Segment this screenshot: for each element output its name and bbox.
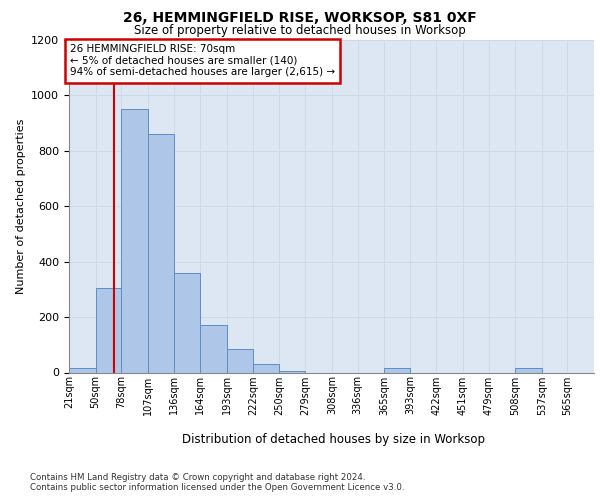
Bar [253, 364, 279, 372]
Bar [200, 326, 227, 372]
Bar [384, 368, 410, 372]
Bar [148, 134, 175, 372]
Text: Size of property relative to detached houses in Worksop: Size of property relative to detached ho… [134, 24, 466, 37]
Text: Contains HM Land Registry data © Crown copyright and database right 2024.: Contains HM Land Registry data © Crown c… [30, 472, 365, 482]
Text: 26 HEMMINGFIELD RISE: 70sqm
← 5% of detached houses are smaller (140)
94% of sem: 26 HEMMINGFIELD RISE: 70sqm ← 5% of deta… [70, 44, 335, 78]
Bar [95, 288, 121, 372]
Bar [175, 273, 200, 372]
Bar [279, 371, 305, 372]
Bar [121, 110, 148, 372]
Text: Distribution of detached houses by size in Worksop: Distribution of detached houses by size … [182, 432, 485, 446]
Text: Contains public sector information licensed under the Open Government Licence v3: Contains public sector information licen… [30, 484, 404, 492]
Text: 26, HEMMINGFIELD RISE, WORKSOP, S81 0XF: 26, HEMMINGFIELD RISE, WORKSOP, S81 0XF [123, 11, 477, 25]
Bar [515, 368, 542, 372]
Bar [69, 368, 95, 372]
Bar [227, 349, 253, 372]
Y-axis label: Number of detached properties: Number of detached properties [16, 118, 26, 294]
